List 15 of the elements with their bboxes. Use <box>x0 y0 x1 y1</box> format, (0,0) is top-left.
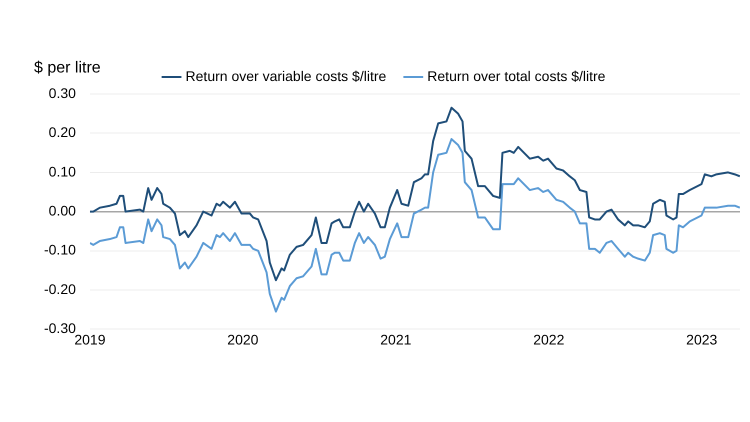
y-tick-label: 0.00 <box>48 202 76 218</box>
y-tick-label: 0.20 <box>48 124 76 140</box>
x-tick-label: 2019 <box>74 331 106 348</box>
x-tick-label: 2021 <box>380 331 412 348</box>
x-tick-label: 2022 <box>533 331 565 348</box>
legend-label: Return over total costs $/litre <box>427 68 606 84</box>
x-tick-label: 2023 <box>686 331 718 348</box>
legend-label: Return over variable costs $/litre <box>186 68 386 84</box>
y-tick-label: -0.30 <box>44 320 76 336</box>
x-tick-label: 2020 <box>227 331 259 348</box>
y-tick-label: 0.30 <box>48 84 76 101</box>
y-tick-label: -0.20 <box>44 280 76 297</box>
y-tick-label: 0.10 <box>48 163 76 180</box>
y-tick-label: -0.10 <box>44 242 76 258</box>
y-axis-title: $ per litre <box>34 59 101 76</box>
